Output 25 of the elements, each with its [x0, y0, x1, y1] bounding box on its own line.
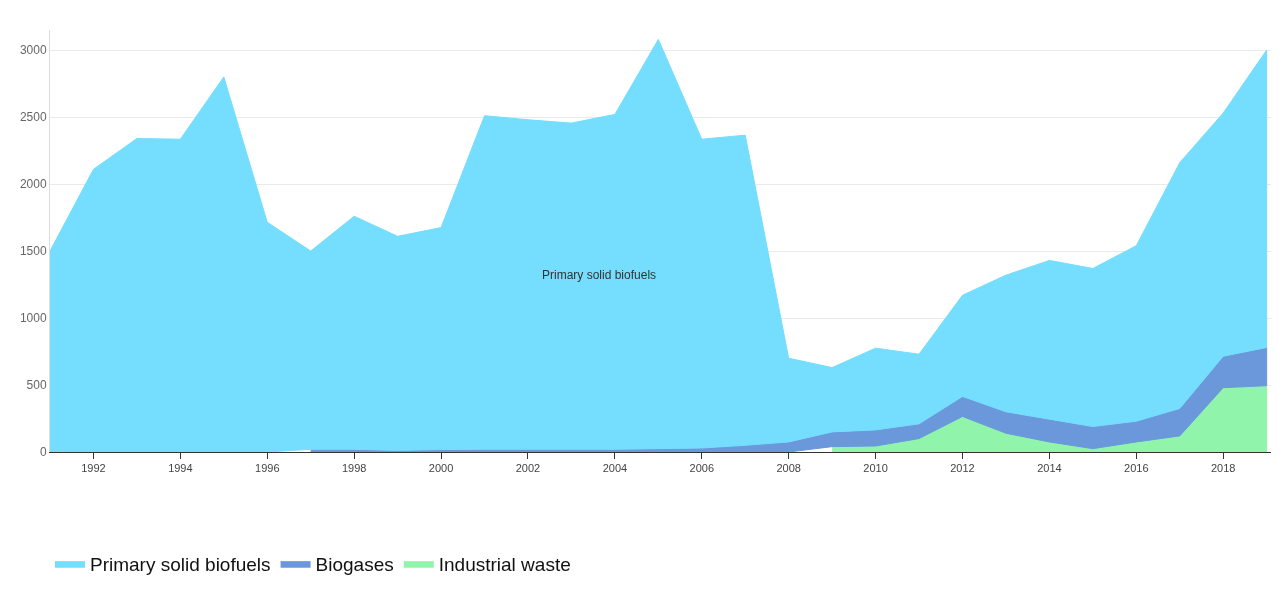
- x-tick-label: 2000: [428, 462, 454, 475]
- x-tick-label: 2006: [689, 462, 715, 475]
- x-tick-label: 1998: [341, 462, 367, 475]
- x-tick-label: 2016: [1124, 462, 1149, 475]
- legend-label: Industrial waste: [438, 554, 571, 576]
- legend-label: Primary solid biofuels: [90, 554, 271, 576]
- y-tick-label: 2500: [19, 110, 47, 125]
- x-tick-label: 2004: [602, 462, 628, 475]
- y-tick-label: 1500: [19, 244, 47, 259]
- x-tick-label: 2010: [863, 462, 888, 475]
- x-tick-label: 2002: [515, 462, 541, 475]
- x-tick-label: 2008: [776, 462, 801, 475]
- x-tick-label: 1996: [255, 462, 280, 475]
- x-tick-label: 1992: [81, 462, 106, 475]
- annotation: Primary solid biofuels: [542, 268, 657, 282]
- x-tick-label: 1994: [168, 462, 193, 475]
- y-tick-label: 1000: [19, 311, 47, 326]
- y-tick-label: 3000: [19, 43, 47, 58]
- legend-label: Biogases: [315, 554, 394, 576]
- y-tick-label: 500: [26, 378, 47, 393]
- y-tick-label: 0: [39, 445, 47, 460]
- x-tick-label: 2014: [1037, 462, 1062, 475]
- x-tick-label: 2012: [950, 462, 975, 475]
- x-tick-label: 2018: [1210, 462, 1236, 475]
- y-tick-label: 2000: [19, 177, 47, 192]
